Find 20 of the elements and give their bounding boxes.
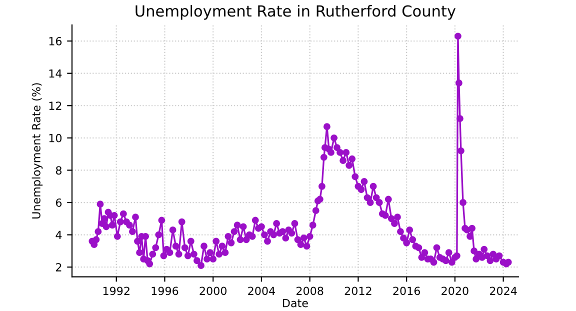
y-tick-label: 2: [56, 263, 62, 272]
chart-title: Unemployment Rate in Rutherford County: [136, 4, 456, 20]
x-tick-label: 2000: [200, 286, 226, 296]
y-axis-title: Unemployment Rate (%): [32, 83, 43, 218]
x-tick-label: 2004: [248, 286, 275, 296]
x-tick-label: 2024: [490, 286, 517, 296]
y-tick-label: 6: [56, 198, 62, 207]
y-tick-label: 10: [49, 134, 62, 142]
y-tick-label: 12: [49, 102, 62, 110]
x-tick-label: 2008: [296, 286, 324, 296]
x-tick-label: 2012: [344, 286, 372, 296]
y-tick-label: 4: [56, 230, 62, 240]
x-tick-label: 1996: [152, 286, 178, 296]
x-tick-label: 2020: [442, 286, 468, 296]
y-tick-label: 8: [56, 166, 62, 175]
x-tick-label: 2016: [393, 286, 420, 296]
y-tick-label: 16: [49, 37, 62, 46]
y-tick-label: 14: [49, 69, 62, 78]
x-axis-title: Date: [283, 298, 308, 308]
x-tick-label: 1992: [103, 286, 130, 296]
